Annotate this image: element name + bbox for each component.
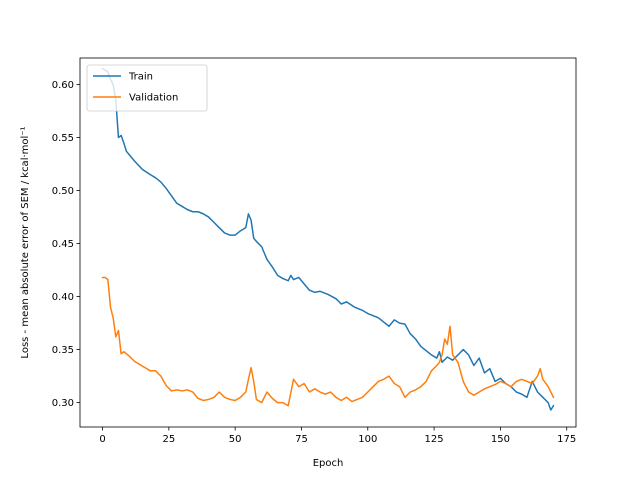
series-layer: [101, 67, 555, 411]
series-line-validation: [101, 276, 555, 407]
y-axis: 0.30 0.35 0.40 0.45 0.50 0.55 0.60: [52, 80, 80, 409]
legend-label-train: Train: [128, 72, 153, 83]
x-axis-label: Epoch: [313, 458, 344, 469]
y-tick-label: 0.35: [52, 345, 74, 356]
y-tick-label: 0.60: [52, 80, 74, 91]
x-tick-label: 125: [425, 434, 444, 445]
x-tick-label: 75: [295, 434, 308, 445]
plot-frame: [79, 57, 577, 428]
y-tick-label: 0.30: [52, 398, 74, 409]
x-axis: 0 25 50 75 100 125 150 175: [99, 427, 576, 445]
legend-label-validation: Validation: [129, 93, 178, 104]
x-tick-label: 100: [358, 434, 377, 445]
y-tick-label: 0.50: [52, 186, 74, 197]
legend: Train Validation: [86, 64, 208, 112]
x-tick-label: 25: [162, 434, 175, 445]
x-tick-label: 150: [491, 434, 510, 445]
y-tick-label: 0.55: [52, 133, 74, 144]
y-axis-label: Loss - mean absolute error of SEM / kcal…: [20, 126, 31, 358]
x-tick-label: 0: [99, 434, 105, 445]
y-tick-label: 0.45: [52, 239, 74, 250]
x-tick-label: 50: [229, 434, 242, 445]
x-tick-label: 175: [557, 434, 576, 445]
series-line-train: [101, 67, 555, 411]
y-tick-label: 0.40: [52, 292, 74, 303]
